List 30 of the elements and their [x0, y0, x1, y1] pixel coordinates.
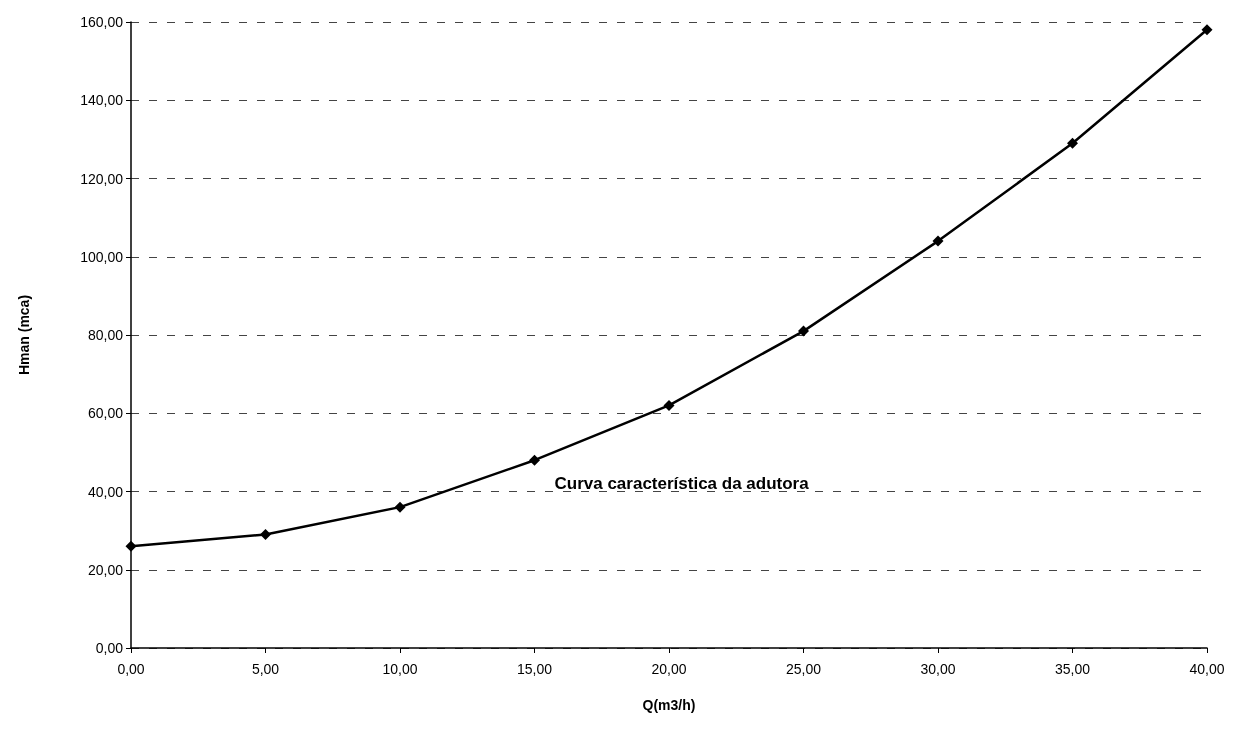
y-tick-label: 160,00 — [80, 14, 124, 30]
series-label: Curva característica da adutora — [554, 474, 810, 494]
y-tick-label: 100,00 — [80, 248, 124, 265]
x-tick-label: 30,00 — [920, 661, 956, 677]
x-tick-label: 35,00 — [1054, 661, 1091, 677]
point — [394, 501, 406, 513]
x-tick-label: 5,00 — [251, 661, 280, 677]
point — [932, 235, 944, 247]
y-tick-label: 40,00 — [87, 483, 124, 500]
y-tick-label: 0,00 — [95, 640, 124, 656]
y-tick-label: 80,00 — [87, 327, 124, 343]
y-tick-label: 60,00 — [87, 405, 124, 422]
x-tick-label: 25,00 — [785, 661, 822, 677]
point — [1201, 24, 1213, 36]
x-tick-label: 15,00 — [516, 661, 553, 677]
x-tick-label: 40,00 — [1189, 661, 1225, 677]
x-tick-label: 0,00 — [117, 661, 145, 677]
point — [125, 540, 137, 552]
x-axis-title: Q(m3/h) — [642, 697, 696, 713]
point — [260, 529, 271, 541]
point — [663, 399, 675, 411]
y-axis-title: Hman (mca) — [16, 294, 32, 376]
y-tick-label: 120,00 — [80, 170, 124, 187]
point — [798, 325, 809, 337]
y-tick-label: 20,00 — [87, 561, 124, 578]
point — [1067, 137, 1078, 149]
x-tick-label: 20,00 — [651, 661, 687, 677]
y-tick-label: 140,00 — [80, 92, 124, 109]
x-tick-label: 10,00 — [382, 661, 418, 677]
point — [529, 454, 540, 466]
